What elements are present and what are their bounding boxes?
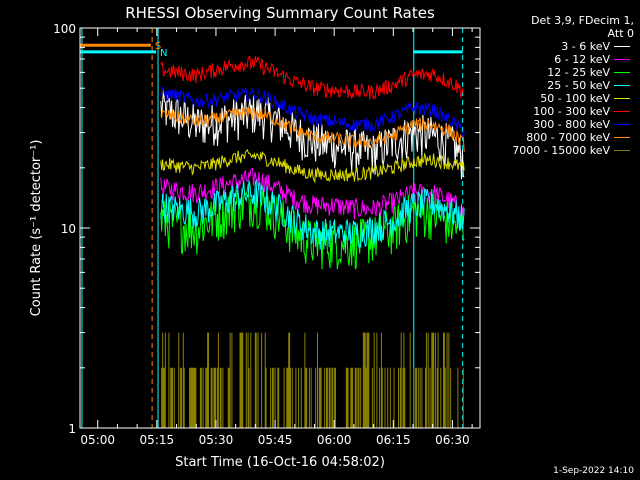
x-tick-label-0: 05:00	[80, 433, 115, 447]
legend-entry-6: 300 - 800 keV	[470, 118, 634, 131]
legend-label-2: 12 - 25 keV	[547, 66, 610, 79]
legend-entry-2: 12 - 25 keV	[470, 66, 634, 79]
legend-entry-8: 7000 - 15000 keV	[470, 144, 634, 157]
series-spikes-8	[161, 332, 464, 428]
legend-swatch-5	[614, 111, 630, 112]
legend-label-4: 50 - 100 keV	[540, 92, 610, 105]
legend-swatch-7	[614, 137, 630, 138]
legend-swatch-8	[614, 150, 630, 151]
series-line-0	[160, 89, 465, 180]
series-spike-path-8	[161, 332, 464, 428]
x-tick-label-4: 06:00	[317, 433, 352, 447]
legend-swatch-6	[614, 124, 630, 125]
legend-entry-3: 25 - 50 keV	[470, 79, 634, 92]
legend-label-0: 3 - 6 keV	[561, 40, 610, 53]
legend-entry-5: 100 - 300 keV	[470, 105, 634, 118]
x-tick-label-3: 05:45	[258, 433, 293, 447]
legend-header-line-1: Det 3,9, FDecim 1,	[531, 14, 634, 27]
legend-entry-4: 50 - 100 keV	[470, 92, 634, 105]
legend: Det 3,9, FDecim 1, Att 0 3 - 6 keV 6 - 12…	[470, 14, 634, 157]
y-tick-label-0: 1	[68, 422, 76, 436]
x-tick-label-1: 05:15	[140, 433, 175, 447]
legend-entry-1: 6 - 12 keV	[470, 53, 634, 66]
legend-swatch-2	[614, 72, 630, 73]
y-tick-label-1: 10	[61, 222, 76, 236]
series-line-3	[160, 179, 465, 250]
legend-entries: 3 - 6 keV 6 - 12 keV 12 - 25 keV 25 - 50 ke…	[470, 40, 634, 157]
chart-title: RHESSI Observing Summary Count Rates	[125, 4, 435, 22]
legend-swatch-4	[614, 98, 630, 99]
legend-label-6: 300 - 800 keV	[533, 118, 610, 131]
legend-label-8: 7000 - 15000 keV	[512, 144, 610, 157]
series-lines	[160, 55, 465, 428]
y-axis-label: Count Rate (s⁻¹ detector⁻¹)	[29, 140, 44, 317]
legend-label-5: 100 - 300 keV	[533, 105, 610, 118]
attenuator-flags: SN	[80, 41, 463, 59]
flag-label-S: S	[155, 41, 161, 52]
series-line-2	[160, 184, 465, 270]
x-axis-label: Start Time (16-Oct-16 04:58:02)	[175, 455, 385, 470]
footer-timestamp: 1-Sep-2022 14:10	[553, 466, 634, 476]
legend-label-7: 800 - 7000 keV	[526, 131, 610, 144]
legend-entry-7: 800 - 7000 keV	[470, 131, 634, 144]
legend-header-line-2: Att 0	[607, 27, 634, 40]
flag-label-N: N	[160, 48, 167, 59]
x-tick-label-5: 06:15	[376, 433, 411, 447]
legend-entry-0: 3 - 6 keV	[470, 40, 634, 53]
legend-swatch-1	[614, 59, 630, 60]
axes-ticks: 05:00 05:15 05:30 05:45 06:00 06:15 06:30 1 10 10…	[53, 22, 480, 447]
legend-swatch-0	[614, 46, 630, 47]
x-tick-label-6: 06:30	[435, 433, 470, 447]
series-line-6	[160, 85, 465, 139]
legend-label-3: 25 - 50 keV	[547, 79, 610, 92]
legend-label-1: 6 - 12 keV	[554, 53, 610, 66]
series-line-4	[160, 148, 465, 184]
legend-swatch-3	[614, 85, 630, 86]
series-line-5	[160, 55, 465, 100]
series-line-7	[160, 106, 465, 153]
y-tick-label-2: 100	[53, 22, 76, 36]
x-tick-label-2: 05:30	[199, 433, 234, 447]
